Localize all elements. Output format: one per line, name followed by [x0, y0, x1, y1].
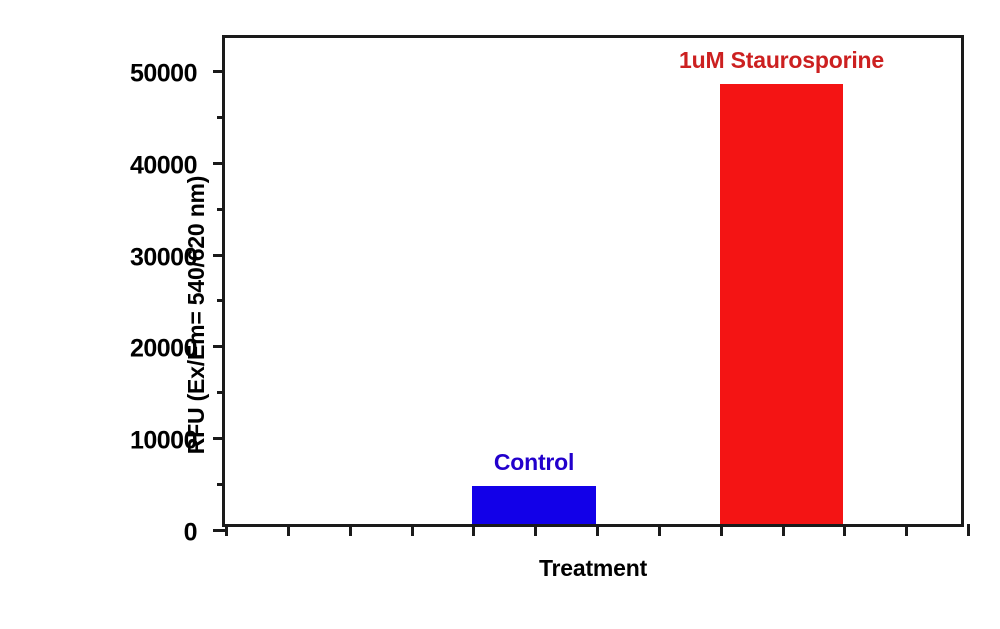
x-tick — [534, 524, 538, 536]
bar-control — [472, 485, 596, 524]
x-tick — [781, 524, 785, 536]
x-tick — [472, 524, 476, 536]
y-tick-major: 30000 — [130, 243, 225, 271]
x-tick — [657, 524, 661, 536]
y-axis-title: RFU (Ex/Em= 540/620 nm) — [182, 175, 209, 454]
x-tick — [348, 524, 352, 536]
y-tick-major: 10000 — [130, 426, 225, 454]
x-tick — [596, 524, 599, 536]
y-tick-label: 20000 — [129, 334, 198, 363]
y-tick-minor — [217, 116, 225, 120]
x-tick — [286, 524, 290, 536]
plot-frame: 0 10000 20000 30000 40000 50000 Control 1uM Sta… — [130, 35, 970, 546]
y-tick-minor — [217, 391, 225, 395]
x-tick — [719, 524, 723, 536]
x-tick — [843, 524, 847, 536]
y-tick-label: 50000 — [129, 59, 198, 88]
y-tick-major: 40000 — [130, 152, 225, 180]
bar-staurosporine — [719, 84, 844, 524]
y-tick-major: 50000 — [130, 60, 225, 88]
x-tick — [225, 524, 228, 536]
bar-label-staurosporine: 1uM Staurosporine — [679, 47, 884, 74]
x-tick — [410, 524, 414, 536]
x-tick — [967, 524, 970, 536]
y-tick-minor — [217, 482, 225, 486]
x-axis-title: Treatment — [538, 555, 648, 581]
y-tick-major: 0 — [184, 518, 225, 546]
y-tick-label: 30000 — [129, 243, 198, 272]
plot-area: 0 10000 20000 30000 40000 50000 Control 1uM Sta… — [130, 38, 970, 546]
y-tick-minor — [217, 299, 225, 303]
y-tick-major: 20000 — [130, 335, 225, 363]
y-tick-label: 0 — [183, 518, 198, 546]
y-tick-label: 40000 — [129, 151, 198, 180]
y-tick-minor — [217, 207, 225, 211]
y-tick-label: 10000 — [129, 426, 198, 455]
x-tick — [905, 524, 909, 536]
bar-label-control: Control — [493, 448, 575, 475]
